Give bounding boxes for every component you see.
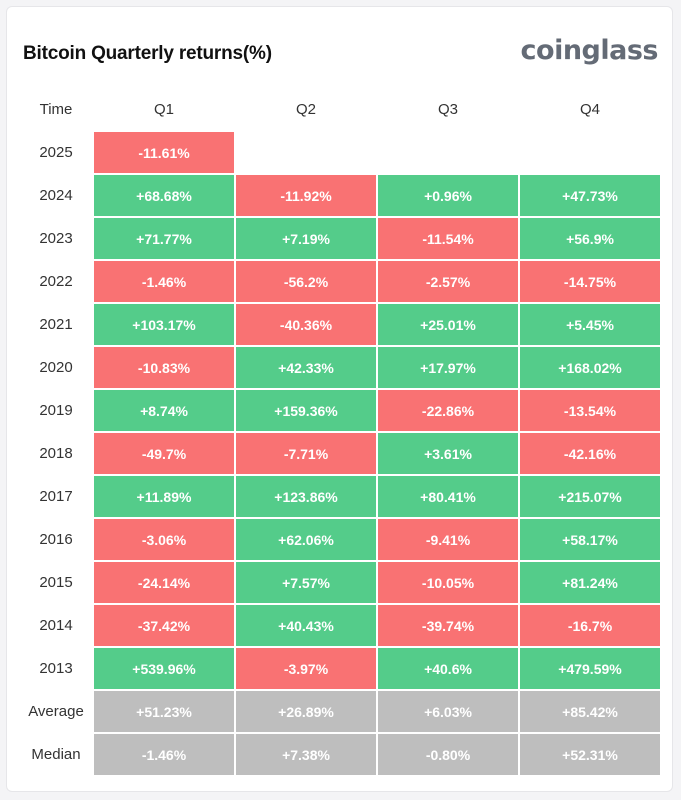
cell-2020-q1: -10.83%	[94, 347, 234, 388]
cell-2015-q3: -10.05%	[378, 562, 518, 603]
cell-2024-q3: +0.96%	[378, 175, 518, 216]
cell-2016-q4: +58.17%	[520, 519, 660, 560]
row-label-2018: 2018	[39, 445, 73, 462]
cell-2017-q2: +123.86%	[236, 476, 376, 517]
cell-2024-q2: -11.92%	[236, 175, 376, 216]
row-label-2014: 2014	[39, 617, 73, 634]
cell-2013-q4: +479.59%	[520, 648, 660, 689]
cell-2022-q3: -2.57%	[378, 261, 518, 302]
cell-average-q3: +6.03%	[378, 691, 518, 732]
cell-2017-q1: +11.89%	[94, 476, 234, 517]
cell-2015-q2: +7.57%	[236, 562, 376, 603]
cell-2017-q3: +80.41%	[378, 476, 518, 517]
cell-2023-q2: +7.19%	[236, 218, 376, 259]
cell-2019-q4: -13.54%	[520, 390, 660, 431]
cell-median-q2: +7.38%	[236, 734, 376, 775]
cell-2013-q3: +40.6%	[378, 648, 518, 689]
row-label-2020: 2020	[39, 359, 73, 376]
cell-2021-q2: -40.36%	[236, 304, 376, 345]
cell-2020-q3: +17.97%	[378, 347, 518, 388]
cell-2016-q2: +62.06%	[236, 519, 376, 560]
chart-card: Bitcoin Quarterly returns(%) coinglass T…	[6, 6, 673, 792]
column-header-q1: Q1	[153, 100, 174, 118]
cell-2015-q4: +81.24%	[520, 562, 660, 603]
cell-2019-q3: -22.86%	[378, 390, 518, 431]
cell-2024-q1: +68.68%	[94, 175, 234, 216]
cell-2015-q1: -24.14%	[94, 562, 234, 603]
cell-2020-q2: +42.33%	[236, 347, 376, 388]
cell-2013-q2: -3.97%	[236, 648, 376, 689]
cell-2023-q4: +56.9%	[520, 218, 660, 259]
row-label-2025: 2025	[39, 144, 73, 161]
row-label-2024: 2024	[39, 187, 73, 204]
cell-median-q1: -1.46%	[94, 734, 234, 775]
cell-2019-q1: +8.74%	[94, 390, 234, 431]
cell-2023-q3: -11.54%	[378, 218, 518, 259]
cell-2017-q4: +215.07%	[520, 476, 660, 517]
cell-median-q3: -0.80%	[378, 734, 518, 775]
cell-2020-q4: +168.02%	[520, 347, 660, 388]
cell-2022-q1: -1.46%	[94, 261, 234, 302]
cell-2023-q1: +71.77%	[94, 218, 234, 259]
cell-2019-q2: +159.36%	[236, 390, 376, 431]
cell-2014-q2: +40.43%	[236, 605, 376, 646]
cell-2021-q3: +25.01%	[378, 304, 518, 345]
row-label-2017: 2017	[39, 488, 73, 505]
cell-2022-q4: -14.75%	[520, 261, 660, 302]
cell-2014-q4: -16.7%	[520, 605, 660, 646]
cell-2018-q4: -42.16%	[520, 433, 660, 474]
cell-2021-q4: +5.45%	[520, 304, 660, 345]
cell-2014-q1: -37.42%	[94, 605, 234, 646]
chart-title: Bitcoin Quarterly returns(%)	[23, 43, 272, 64]
cell-average-q2: +26.89%	[236, 691, 376, 732]
corner-header: Time	[39, 100, 73, 118]
row-label-2022: 2022	[39, 273, 73, 290]
brand-logo: coinglass	[520, 35, 659, 66]
cell-2022-q2: -56.2%	[236, 261, 376, 302]
cell-2018-q3: +3.61%	[378, 433, 518, 474]
row-label-2019: 2019	[39, 402, 73, 419]
column-header-q4: Q4	[579, 100, 600, 118]
column-header-q2: Q2	[295, 100, 316, 118]
cell-2013-q1: +539.96%	[94, 648, 234, 689]
cell-2014-q3: -39.74%	[378, 605, 518, 646]
row-label-2015: 2015	[39, 574, 73, 591]
cell-average-q4: +85.42%	[520, 691, 660, 732]
row-label-2023: 2023	[39, 230, 73, 247]
cell-2018-q2: -7.71%	[236, 433, 376, 474]
row-label-2021: 2021	[39, 316, 73, 333]
cell-2016-q1: -3.06%	[94, 519, 234, 560]
row-label-2013: 2013	[39, 660, 73, 677]
row-label-median: Median	[31, 746, 81, 763]
cell-2021-q1: +103.17%	[94, 304, 234, 345]
row-label-average: Average	[28, 703, 84, 720]
cell-average-q1: +51.23%	[94, 691, 234, 732]
column-header-q3: Q3	[437, 100, 458, 118]
row-label-2016: 2016	[39, 531, 73, 548]
cell-2024-q4: +47.73%	[520, 175, 660, 216]
returns-table: Time Q1 Q2 Q3 Q4 2025 -11.61% 2024 +68.68% -11.9…	[7, 7, 674, 793]
cell-2016-q3: -9.41%	[378, 519, 518, 560]
cell-2018-q1: -49.7%	[94, 433, 234, 474]
cell-2025-q1: -11.61%	[94, 132, 234, 173]
cell-median-q4: +52.31%	[520, 734, 660, 775]
